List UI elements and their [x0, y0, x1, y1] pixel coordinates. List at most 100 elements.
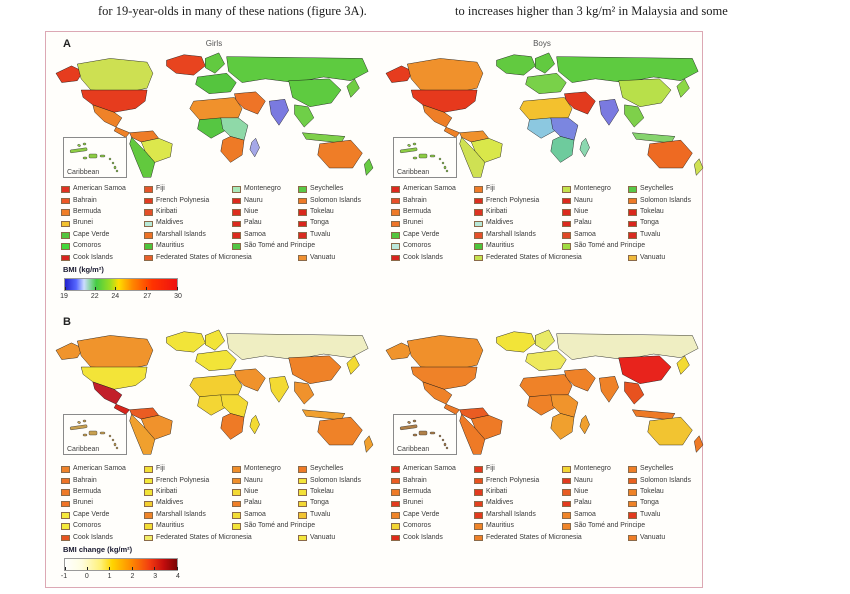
- map-panelB-girls: Caribbean: [54, 328, 374, 458]
- island-shape: [88, 153, 98, 159]
- region-argentina: [129, 413, 156, 455]
- region-central_america: [443, 126, 460, 138]
- legend-country-label: Palau: [244, 219, 262, 227]
- region-scandinavia: [535, 329, 555, 351]
- legend-country-label: Seychelles: [640, 465, 674, 473]
- legend-swatch: [298, 220, 307, 228]
- legend-swatch: [232, 220, 241, 228]
- legend-country-label: Maldives: [156, 219, 184, 227]
- legend-item: Nauru: [232, 475, 315, 486]
- region-greenland: [166, 331, 206, 353]
- legend-country-label: Niue: [574, 488, 589, 496]
- region-new_zealand: [364, 435, 374, 453]
- region-europe: [525, 350, 567, 371]
- world-map: [55, 329, 374, 455]
- body-text-left-column: for 19-year-olds in many of these nation…: [98, 4, 367, 18]
- legend-column: Seychelles Solomon Islands Tokelau Tonga Tuv…: [628, 184, 691, 264]
- colorbar-tickmark: [176, 566, 178, 570]
- legend-swatch: [562, 523, 571, 530]
- region-west_africa: [197, 117, 225, 139]
- region-canada: [407, 335, 484, 370]
- legend-item: Montenegro: [232, 464, 315, 475]
- legend-swatch: [298, 209, 307, 216]
- legend-swatch: [391, 209, 400, 216]
- island-shape: [438, 434, 442, 438]
- caribbean-islands: [69, 419, 119, 450]
- legend-country-label: French Polynesia: [156, 196, 210, 204]
- legend-country-label: Cape Verde: [73, 230, 110, 238]
- legend-column: American Samoa Bahrain Bermuda Brunei Cape V…: [391, 464, 456, 544]
- island-shape: [445, 169, 449, 173]
- colorbar-tickmark: [109, 566, 111, 570]
- legend-swatch: [144, 254, 153, 262]
- region-russia: [226, 333, 369, 360]
- legend-country-label: Mauritius: [486, 242, 514, 250]
- legend-item: Seychelles: [628, 184, 691, 195]
- region-alaska: [385, 65, 414, 83]
- legend-item: Seychelles: [628, 464, 691, 475]
- legend-item: Comoros: [61, 241, 126, 252]
- legend-item: Seychelles: [298, 184, 361, 195]
- legend-swatch: [474, 512, 483, 519]
- legend-country-label: Kiribati: [156, 488, 178, 496]
- legend-country-label: Comoros: [403, 242, 431, 250]
- legend-country-label: Tuvalu: [640, 510, 661, 518]
- legend-country-label: Tonga: [310, 219, 329, 227]
- colorbar-tick-label: 2: [130, 573, 135, 580]
- colorbar-tickmark: [64, 566, 66, 570]
- colorbar-tickmark: [154, 566, 156, 570]
- world-map: [385, 329, 704, 455]
- legend-swatch: [391, 512, 400, 519]
- legend-swatch: [232, 523, 241, 530]
- legend-country-label: Vanuatu: [640, 253, 666, 261]
- legend-item: Cape Verde: [61, 230, 126, 241]
- legend-item: Solomon Islands: [298, 195, 361, 206]
- legend-item: Palau: [562, 218, 645, 229]
- region-east_africa: [220, 394, 249, 418]
- legend-item: Comoros: [61, 521, 126, 532]
- island-shape: [399, 424, 418, 431]
- legend-country-label: Mauritius: [156, 522, 184, 530]
- legend-column: Fiji French Polynesia Kiribati Maldives Mars…: [144, 464, 252, 544]
- legend-country-label: Samoa: [244, 230, 266, 238]
- colorbar-tick-label: 0: [84, 573, 89, 580]
- region-usa: [410, 89, 478, 113]
- legend-column: Montenegro Nauru Niue Palau Samoa São Tomé an…: [562, 184, 645, 264]
- legend-country-label: Bermuda: [73, 488, 101, 496]
- island-shape: [69, 424, 88, 431]
- legend-swatch: [562, 220, 571, 228]
- island-shape: [82, 433, 88, 437]
- legend-swatch: [61, 512, 70, 519]
- region-north_africa: [189, 97, 243, 120]
- legend-swatch: [628, 186, 637, 193]
- island-shape: [429, 154, 436, 158]
- world-map: [385, 52, 704, 178]
- legend-item: Vanuatu: [298, 532, 361, 543]
- legend-item: Mauritius: [144, 241, 252, 252]
- legend-item: Bahrain: [391, 475, 456, 486]
- region-alaska: [55, 65, 84, 83]
- legend-swatch: [562, 186, 571, 193]
- colorbar-tickmark: [146, 286, 148, 290]
- caribbean-inset: Caribbean: [393, 137, 457, 178]
- legend-item: Brunei: [61, 218, 126, 229]
- legend-swatch: [474, 232, 483, 239]
- legend-item: Tonga: [628, 218, 691, 229]
- legend-swatch: [61, 254, 70, 262]
- legend-swatch: [298, 197, 307, 205]
- legend-panelA-girls: American Samoa Bahrain Bermuda Brunei Cape V…: [54, 184, 376, 266]
- legend-item: Tokelau: [298, 487, 361, 498]
- legend-panelB-girls: American Samoa Bahrain Bermuda Brunei Cape V…: [54, 464, 376, 546]
- legend-country-label: Marshall Islands: [486, 510, 536, 518]
- island-shape: [115, 169, 119, 173]
- legend-item: Montenegro: [562, 184, 645, 195]
- legend-country-label: Marshall Islands: [486, 230, 536, 238]
- legend-item: Bermuda: [391, 207, 456, 218]
- region-japan: [346, 355, 360, 375]
- legend-item: Federated States of Micronesia: [474, 252, 582, 263]
- legend-swatch: [562, 197, 571, 205]
- legend-item: [298, 521, 361, 532]
- legend-country-label: Brunei: [403, 219, 423, 227]
- legend-country-label: Bahrain: [73, 196, 97, 204]
- legend-country-label: Mauritius: [486, 522, 514, 530]
